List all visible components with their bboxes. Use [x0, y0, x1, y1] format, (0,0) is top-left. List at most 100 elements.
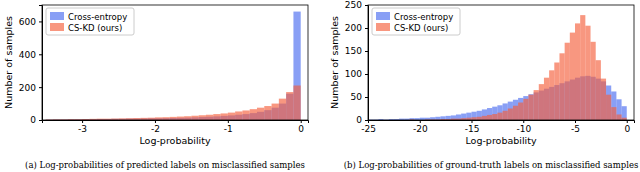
tick-mark	[39, 120, 42, 121]
tick: 100	[345, 69, 368, 79]
tick-label: -10	[516, 124, 531, 134]
tick: 150	[345, 46, 368, 56]
histogram-bar	[591, 42, 596, 120]
y-axis-title: Number of samples	[329, 16, 340, 109]
histogram-bar	[549, 70, 554, 120]
caption: (a) Log-probabilities of predicted label…	[25, 160, 305, 170]
tick: 0	[30, 115, 42, 125]
histogram-bar	[279, 99, 286, 120]
histogram-bar	[554, 63, 559, 121]
tick-mark	[228, 120, 229, 123]
tick: -15	[465, 120, 480, 134]
plot-area	[368, 15, 627, 120]
panel: -25-20-15-10-50050100150200250Log-probab…	[329, 0, 638, 170]
legend-swatch	[376, 12, 390, 20]
histogram-bar	[523, 99, 528, 120]
histogram-bar	[477, 117, 482, 120]
histogram-bar	[616, 99, 621, 120]
tick-mark	[365, 28, 368, 29]
tick-label: 200	[345, 23, 362, 33]
caption: (b) Log-probabilities of ground-truth la…	[344, 160, 639, 170]
x-axis-title: Log-probability	[465, 135, 536, 146]
histogram-bar	[503, 103, 508, 120]
tick-label: -3	[78, 124, 87, 134]
tick-label: -20	[413, 124, 428, 134]
histogram-bar	[487, 115, 492, 120]
tick-mark	[365, 5, 368, 6]
tick-label: 200	[19, 83, 36, 93]
tick: 400	[19, 50, 42, 60]
histogram-bar	[235, 111, 242, 120]
histogram-bar	[497, 113, 502, 120]
histogram-bar	[250, 109, 257, 120]
tick-label: 0	[624, 124, 630, 134]
histogram-bar	[611, 91, 616, 120]
histogram-bar	[528, 95, 533, 120]
plot-frame	[368, 5, 634, 120]
tick-label: 0	[298, 124, 304, 134]
histogram-bar	[213, 114, 220, 120]
histogram-bar	[199, 115, 206, 120]
histogram-bar	[461, 114, 466, 120]
histogram-bar	[503, 111, 508, 120]
tick-label: 0	[356, 115, 362, 125]
histogram-bar	[580, 15, 585, 120]
tick-label: 600	[19, 17, 36, 27]
tick-mark	[365, 120, 368, 121]
tick-label: 150	[345, 46, 362, 56]
tick-label: -1	[224, 124, 233, 134]
histogram-bar	[272, 104, 279, 120]
histogram-bar	[435, 117, 440, 120]
histogram-bar	[523, 96, 528, 120]
tick-mark	[627, 120, 628, 123]
histogram-bar	[206, 115, 213, 120]
tick-label: 400	[19, 50, 36, 60]
histogram-bar	[544, 78, 549, 120]
tick-mark	[523, 120, 524, 123]
legend: Cross-entropyCS-KD (ours)	[372, 8, 460, 35]
histogram-bar	[293, 86, 300, 121]
legend-label: CS-KD (ours)	[394, 23, 448, 33]
plot-area	[46, 12, 301, 120]
axis-line	[39, 6, 43, 121]
histogram-bar	[286, 92, 293, 120]
figure: -3-2-100200400600Log-probabilityNumber o…	[0, 0, 640, 172]
histogram-bar	[601, 79, 606, 120]
histogram-bar	[482, 109, 487, 120]
y-axis: 0 200 400 600	[19, 6, 43, 126]
histogram-bar	[565, 43, 570, 120]
legend-swatch	[50, 23, 64, 31]
histogram-bar	[451, 115, 456, 120]
histogram-bar	[446, 116, 451, 120]
tick-mark	[365, 51, 368, 52]
histogram-bar	[472, 112, 477, 120]
x-axis: -3 -2 -1 0	[43, 120, 309, 134]
histogram-bar	[611, 107, 616, 120]
histogram-bar	[440, 116, 445, 120]
histogram-bar	[616, 114, 621, 120]
legend: Cross-entropyCS-KD (ours)	[46, 8, 134, 35]
tick-label: 0	[30, 115, 36, 125]
tick: -5	[571, 120, 580, 134]
legend-label: Cross-entropy	[394, 12, 453, 22]
tick-mark	[39, 21, 42, 22]
tick: 200	[19, 83, 42, 93]
tick: -25	[361, 120, 376, 134]
histogram-bar	[497, 105, 502, 120]
panel: -3-2-100200400600Log-probabilityNumber o…	[3, 5, 309, 170]
histogram-bar	[257, 108, 264, 120]
histogram-bar	[508, 109, 513, 121]
tick: -2	[151, 120, 160, 134]
plot-frame	[42, 5, 308, 120]
histogram-bar	[508, 102, 513, 120]
tick-label: 100	[345, 69, 362, 79]
histogram-bar	[534, 90, 539, 120]
histogram-bar	[622, 106, 627, 120]
x-axis-title: Log-probability	[139, 135, 210, 146]
histogram-bar	[492, 107, 497, 120]
histogram-bar	[456, 114, 461, 120]
histogram-bar	[430, 117, 435, 120]
histogram-bar	[606, 86, 611, 121]
histogram-bar	[513, 100, 518, 120]
tick: 250	[345, 0, 368, 10]
